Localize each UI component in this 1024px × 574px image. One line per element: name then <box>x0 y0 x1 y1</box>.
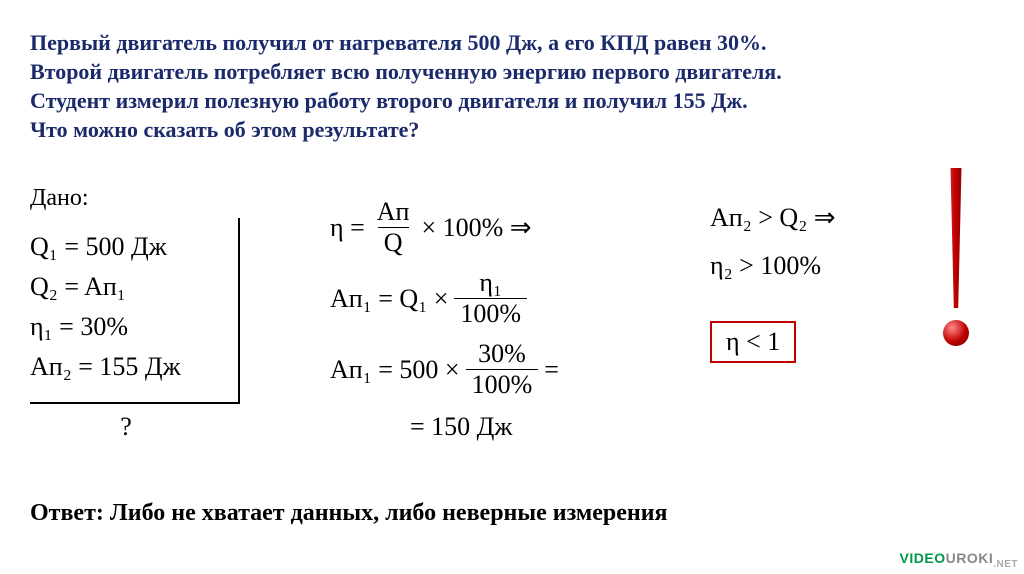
eq-eta: η = Aп Q × 100% ⇒ <box>330 199 670 256</box>
boxed-conclusion: η < 1 <box>710 321 796 363</box>
eq-ap1-numeric: Aп₁ = 500 × 30% 100% = <box>330 341 670 398</box>
ineq-a-gt-q: Aп₂ > Q₂ ⇒ <box>710 203 970 233</box>
numerator: 30% <box>472 341 532 369</box>
eq-lhs: η = <box>330 213 365 243</box>
inequalities-block: Aп₂ > Q₂ ⇒ η₂ > 100% η < 1 <box>710 185 970 363</box>
eq-rhs: = <box>544 355 559 385</box>
denominator: Q <box>378 227 409 256</box>
problem-value: 30%. <box>717 30 767 55</box>
exclamation-bar <box>945 168 967 308</box>
problem-value: 500 Дж, <box>467 30 542 55</box>
problem-text: Второй двигатель потребляет всю полученн… <box>30 59 782 84</box>
fraction: Aп Q <box>371 199 416 256</box>
problem-text: Студент измерил полезную работу второго … <box>30 88 667 113</box>
problem-statement: Первый двигатель получил от нагревателя … <box>30 28 990 144</box>
problem-text: Первый двигатель получил от нагревателя <box>30 30 462 55</box>
eq-result: = 150 Дж <box>410 412 670 442</box>
find-label: ? <box>30 412 240 442</box>
problem-text: Что можно сказать об этом результате? <box>30 117 419 142</box>
fraction: η₁ 100% <box>454 270 527 327</box>
given-list: Q₁ = 500 Дж Q₂ = Aп₁ η₁ = 30% Aп₂ = 155 … <box>30 218 240 404</box>
denominator: 100% <box>466 369 539 398</box>
watermark: VIDEOUROKI.NET <box>900 550 1018 570</box>
watermark-part1: VIDEO <box>900 550 946 566</box>
problem-text: а его КПД равен <box>548 30 711 55</box>
denominator: 100% <box>454 298 527 327</box>
given-q1: Q₁ = 500 Дж <box>30 232 220 262</box>
given-ap2: Aп₂ = 155 Дж <box>30 352 220 382</box>
given-eta1: η₁ = 30% <box>30 312 220 342</box>
eq-lhs: Aп₁ = Q₁ × <box>330 284 448 314</box>
fraction: 30% 100% <box>466 341 539 398</box>
exclamation-dot <box>943 320 969 346</box>
watermark-part3: .NET <box>993 559 1018 570</box>
eq-lhs: Aп₁ = 500 × <box>330 355 460 385</box>
problem-value: 155 Дж. <box>673 88 748 113</box>
watermark-part2: UROKI <box>946 550 994 566</box>
exclamation-icon <box>936 168 976 358</box>
eq-ap1-symbolic: Aп₁ = Q₁ × η₁ 100% <box>330 270 670 327</box>
numerator: η₁ <box>473 270 508 298</box>
answer-line: Ответ: Либо не хватает данных, либо неве… <box>30 500 668 527</box>
given-label: Дано: <box>30 185 240 212</box>
given-block: Дано: Q₁ = 500 Дж Q₂ = Aп₁ η₁ = 30% Aп₂ … <box>30 185 240 442</box>
given-q2: Q₂ = Aп₁ <box>30 272 220 302</box>
numerator: Aп <box>371 199 416 227</box>
eq-rhs: × 100% ⇒ <box>421 213 531 243</box>
derivation-block: η = Aп Q × 100% ⇒ Aп₁ = Q₁ × η₁ 100% Aп₁… <box>330 185 670 456</box>
ineq-eta-gt-100: η₂ > 100% <box>710 251 970 281</box>
